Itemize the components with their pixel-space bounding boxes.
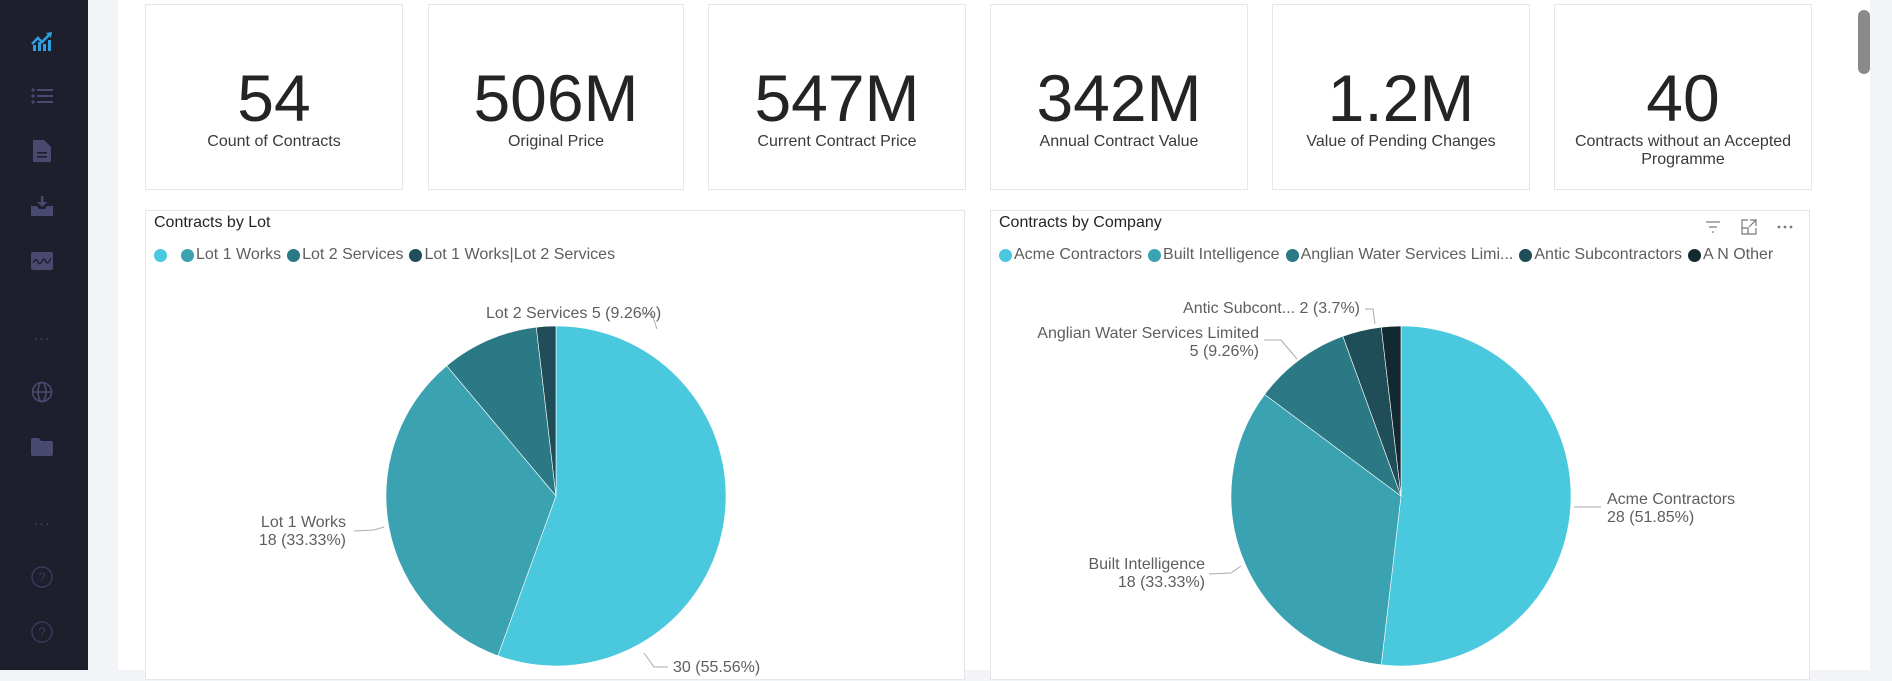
help-glyph: ?: [38, 625, 45, 640]
sidebar-nav: ··· ··· ? ?: [0, 0, 88, 670]
kpi-value: 54: [237, 61, 311, 135]
kpi-card-count-of-contracts[interactable]: 54 Count of Contracts: [145, 4, 403, 190]
help-glyph: ?: [38, 570, 45, 585]
more-options-icon[interactable]: [1775, 217, 1795, 237]
pie-slice-built-intelligence[interactable]: [1230, 394, 1402, 666]
slice-label-lot-1-works-name: Lot 1 Works: [261, 514, 346, 531]
more-dots-icon: ···: [33, 515, 51, 531]
slice-label-built-intelligence-value: 18 (33.33%): [1118, 574, 1205, 591]
list-icon[interactable]: [28, 82, 56, 110]
chart-title: Contracts by Company: [999, 214, 1162, 231]
legend-dot: [287, 248, 301, 262]
legend-item[interactable]: Acme Contractors: [999, 246, 1142, 264]
pie-slice-lot-2-services[interactable]: [446, 326, 557, 497]
kpi-card-value-of-pending-changes[interactable]: 1.2M Value of Pending Changes: [1272, 4, 1530, 190]
more-dots-icon: ···: [33, 330, 51, 346]
slice-label-unnamed: 30 (55.56%): [673, 659, 760, 676]
kpi-card-current-contract-price[interactable]: 547M Current Contract Price: [708, 4, 966, 190]
pie-slice-a-n-other[interactable]: [1380, 325, 1402, 497]
leader-line: [353, 526, 385, 532]
kpi-card-contracts-without-accepted-programme[interactable]: 40 Contracts without an Accepted Program…: [1554, 4, 1812, 190]
document-icon[interactable]: [28, 137, 56, 165]
legend-item[interactable]: Lot 1 Works|Lot 2 Services: [409, 246, 615, 264]
legend-dot: [1519, 248, 1533, 262]
kpi-value: 547M: [754, 61, 920, 135]
chart-legend: Acme Contractors Built Intelligence Angl…: [999, 246, 1779, 264]
legend-dot: [1148, 248, 1162, 262]
legend-label: Anglian Water Services Limi...: [1300, 246, 1514, 263]
legend-item[interactable]: A N Other: [1688, 246, 1773, 264]
chart-title: Contracts by Lot: [154, 214, 271, 231]
pie-slice-blank[interactable]: [497, 325, 727, 667]
leader-line: [1365, 308, 1376, 325]
slice-label-anglian-value: 5 (9.26%): [1190, 343, 1259, 360]
kpi-label: Contracts without an Accepted Programme: [1574, 133, 1792, 168]
slice-label-acme-value: 28 (51.85%): [1607, 509, 1694, 526]
kpi-value: 1.2M: [1327, 61, 1475, 135]
chart-legend: Lot 1 Works Lot 2 Services Lot 1 Works|L…: [154, 246, 621, 264]
leader-line: [643, 652, 668, 668]
legend-label: Lot 1 Works|Lot 2 Services: [424, 246, 616, 263]
slice-label-antic-subcontractors: Antic Subcont... 2 (3.7%): [1183, 300, 1360, 317]
focus-mode-icon[interactable]: [1739, 217, 1759, 237]
pie-slice-lot-1-works[interactable]: [385, 365, 557, 657]
help-icon[interactable]: ?: [28, 618, 56, 646]
visual-header-toolbar: [1703, 217, 1795, 237]
pie-slice-anglian-water-services-limited[interactable]: [1264, 335, 1402, 497]
legend-label: Antic Subcontractors: [1534, 246, 1682, 263]
kpi-value: 506M: [473, 61, 639, 135]
kpi-card-original-price[interactable]: 506M Original Price: [428, 4, 684, 190]
leader-line: [1208, 565, 1242, 575]
kpi-value: 342M: [1036, 61, 1202, 135]
kpi-card-annual-contract-value[interactable]: 342M Annual Contract Value: [990, 4, 1248, 190]
image-signature-icon[interactable]: [28, 247, 56, 275]
kpi-label: Count of Contracts: [207, 133, 341, 150]
pie-chart-company: Antic Subcont... 2 (3.7%) Anglian Water …: [1037, 300, 1735, 667]
legend-dot: [1688, 248, 1701, 262]
legend-item[interactable]: Lot 2 Services: [287, 246, 403, 264]
legend-dot: [409, 248, 423, 262]
download-tray-icon[interactable]: [28, 192, 56, 220]
kpi-label: Annual Contract Value: [1039, 133, 1199, 150]
legend-item[interactable]: Antic Subcontractors: [1519, 246, 1682, 264]
legend-label: Acme Contractors: [1014, 246, 1143, 263]
legend-label: A N Other: [1703, 246, 1774, 263]
kpi-label: Original Price: [507, 133, 605, 150]
legend-label: Lot 2 Services: [302, 246, 404, 263]
help-icon[interactable]: ?: [28, 563, 56, 591]
pie-slice-lot-1-works-lot-2-services[interactable]: [535, 325, 557, 497]
leader-line: [1264, 339, 1298, 360]
folder-icon[interactable]: [28, 433, 56, 461]
pie-chart-lot: Lot 2 Services 5 (9.26%) Lot 1 Works 18 …: [259, 305, 760, 676]
kpi-label: Value of Pending Changes: [1306, 133, 1496, 150]
legend-dot: [1285, 248, 1299, 262]
filter-icon[interactable]: [1703, 217, 1723, 237]
pie-slice-acme-contractors[interactable]: [1380, 325, 1572, 667]
kpi-value: 40: [1646, 61, 1720, 135]
legend-dot: [999, 248, 1012, 262]
slice-label-anglian-name: Anglian Water Services Limited: [1037, 325, 1259, 342]
legend-item[interactable]: Built Intelligence: [1148, 246, 1280, 264]
slice-label-lot-1-works-value: 18 (33.33%): [259, 532, 346, 549]
analytics-chart-icon[interactable]: [28, 27, 56, 55]
legend-label: Built Intelligence: [1163, 246, 1280, 263]
legend-label: Lot 1 Works: [196, 246, 282, 263]
legend-item[interactable]: Anglian Water Services Limi...: [1285, 246, 1514, 264]
legend-item[interactable]: Lot 1 Works: [181, 246, 281, 264]
vertical-scrollbar[interactable]: [1858, 10, 1870, 74]
slice-label-lot-2-services: Lot 2 Services 5 (9.26%): [486, 305, 661, 322]
legend-dot: [154, 248, 167, 262]
legend-item[interactable]: [154, 248, 175, 262]
leader-line: [641, 313, 658, 330]
slice-label-acme-name: Acme Contractors: [1607, 491, 1735, 508]
chart-panel-contracts-by-company[interactable]: Contracts by Company Acme Contractors Bu…: [990, 210, 1810, 680]
legend-dot: [181, 248, 194, 262]
slice-label-built-intelligence-name: Built Intelligence: [1088, 556, 1205, 573]
globe-icon[interactable]: [28, 378, 56, 406]
kpi-label: Current Contract Price: [757, 133, 917, 150]
chart-panel-contracts-by-lot[interactable]: Contracts by Lot Lot 1 Works Lot 2 Servi…: [145, 210, 965, 680]
